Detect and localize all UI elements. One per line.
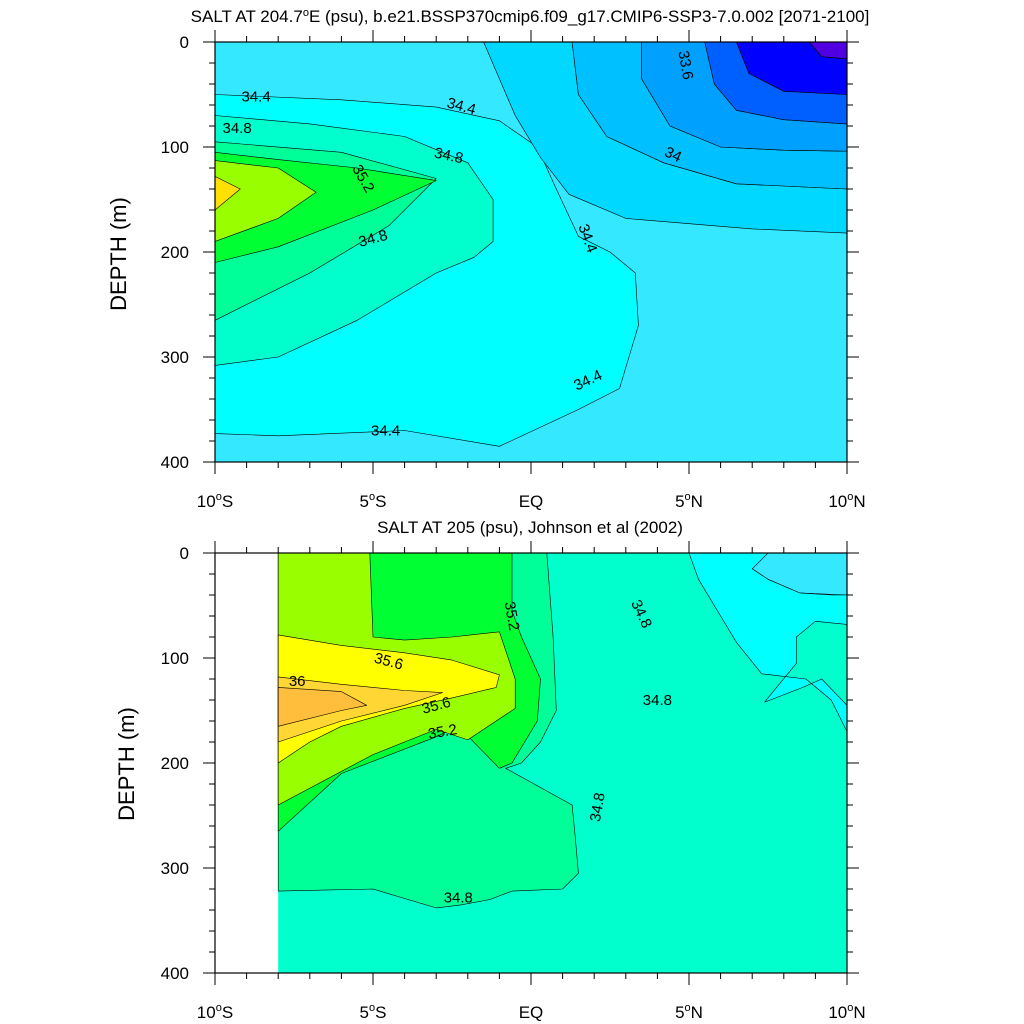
contour-label: 34.8 bbox=[433, 145, 465, 168]
contour-band-35.8-36.0 bbox=[277, 687, 368, 727]
contour-label: 35.2 bbox=[427, 721, 459, 743]
y-tick-label: 200 bbox=[161, 754, 189, 773]
contour-band-35.2-35.4 bbox=[215, 160, 317, 242]
contour-label: 35.6 bbox=[420, 694, 453, 718]
y-tick-label: 200 bbox=[161, 243, 189, 262]
bottom-y-axis-label: DEPTH (m) bbox=[114, 707, 139, 821]
contour-label: 34.4 bbox=[371, 423, 400, 440]
contour-label: 34.8 bbox=[643, 692, 672, 709]
x-tick-label: 5oN bbox=[675, 491, 703, 511]
contour-band-35.4-35.6 bbox=[215, 176, 241, 211]
top-y-axis-label: DEPTH (m) bbox=[106, 197, 131, 311]
contour-label: 34.4 bbox=[241, 89, 270, 106]
y-tick-label: 300 bbox=[161, 348, 189, 367]
contour-label: 35.2 bbox=[501, 600, 523, 632]
contour-label: 36 bbox=[289, 673, 306, 690]
top-contour-panel: SALT AT 204.7oE (psu), b.e21.BSSP370cmip… bbox=[106, 7, 869, 511]
plot-area: 34.434.835.234.834.434.834.434.434.433.6… bbox=[215, 42, 847, 462]
y-tick-label: 100 bbox=[161, 649, 189, 668]
x-tick-label: 5oN bbox=[675, 1002, 703, 1022]
bottom-contour-panel: SALT AT 205 (psu), Johnson et al (2002) … bbox=[114, 518, 866, 1022]
y-tick-label: 400 bbox=[161, 453, 189, 472]
contour-label: 34.8 bbox=[223, 120, 252, 137]
contour-label: 35.6 bbox=[372, 650, 405, 674]
bottom-panel-title: SALT AT 205 (psu), Johnson et al (2002) bbox=[377, 518, 683, 537]
x-tick-label: EQ bbox=[519, 1003, 544, 1022]
x-tick-label: 10oS bbox=[197, 1002, 233, 1022]
contour-label: 34.8 bbox=[587, 791, 609, 823]
x-tick-label: 5oS bbox=[360, 1002, 387, 1022]
contour-label: 33.6 bbox=[674, 49, 696, 81]
y-tick-label: 400 bbox=[161, 964, 189, 983]
contour-band-34.6-34.8 bbox=[688, 553, 847, 732]
contour-label: 34.8 bbox=[357, 227, 390, 251]
contour-band-33.2-33.4 bbox=[808, 42, 847, 60]
y-tick-label: 0 bbox=[180, 33, 189, 52]
x-tick-label: 10oN bbox=[828, 491, 865, 511]
top-panel-title: SALT AT 204.7oE (psu), b.e21.BSSP370cmip… bbox=[191, 7, 870, 26]
contour-label: 34.4 bbox=[445, 95, 478, 119]
y-tick-label: 100 bbox=[161, 138, 189, 157]
contour-label: 34.8 bbox=[444, 889, 473, 906]
y-tick-label: 300 bbox=[161, 859, 189, 878]
contour-label: 34 bbox=[662, 144, 684, 166]
x-tick-label: 10oS bbox=[197, 491, 233, 511]
x-tick-label: 10oN bbox=[828, 1002, 865, 1022]
x-tick-label: EQ bbox=[519, 492, 544, 511]
x-tick-label: 5oS bbox=[360, 491, 387, 511]
y-tick-label: 0 bbox=[180, 544, 189, 563]
